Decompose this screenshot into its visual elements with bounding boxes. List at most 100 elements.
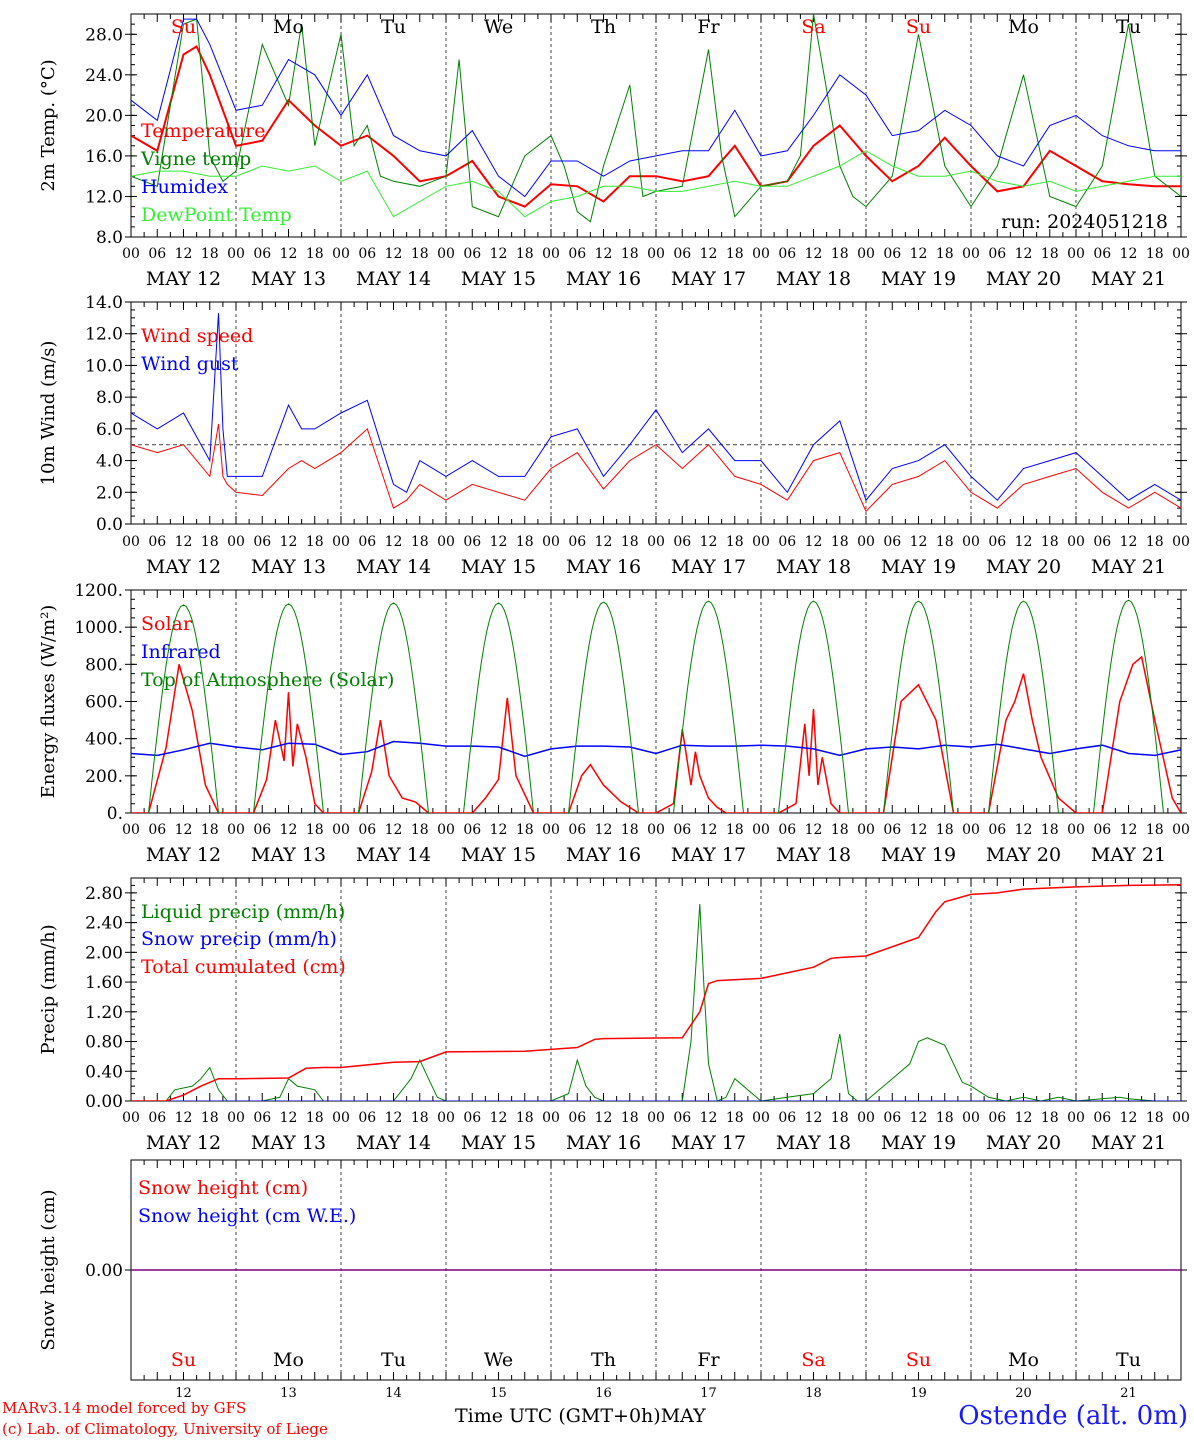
hour-tick-label: 12 <box>805 534 823 550</box>
hour-tick-label: 18 <box>201 1110 219 1126</box>
hour-tick-label: 12 <box>280 246 298 262</box>
weekday-label: Su <box>906 16 931 38</box>
hour-tick-label: 00 <box>962 534 980 550</box>
hour-tick-label: 12 <box>805 822 823 838</box>
date-label: MAY 14 <box>356 844 431 866</box>
hour-tick-label: 18 <box>1146 1110 1164 1126</box>
hour-tick-label: 18 <box>621 534 639 550</box>
hour-tick-label: 06 <box>253 1110 271 1126</box>
legend-entry: Snow height (cm W.E.) <box>138 1205 356 1227</box>
date-label: MAY 21 <box>1091 556 1166 578</box>
series-line <box>131 18 1181 198</box>
y-tick-label: 12.0 <box>85 187 123 207</box>
hour-tick-label: 00 <box>332 822 350 838</box>
hour-tick-label: 18 <box>306 1110 324 1126</box>
date-label: MAY 20 <box>986 1132 1061 1154</box>
date-label: MAY 18 <box>776 844 851 866</box>
hour-tick-label: 06 <box>148 822 166 838</box>
date-label: MAY 16 <box>566 556 641 578</box>
time-label: Time UTC (GMT+0h) <box>455 1405 661 1427</box>
hour-tick-label: 12 <box>1120 1110 1138 1126</box>
hour-tick-label: 12 <box>490 1110 508 1126</box>
hour-tick-label: 06 <box>253 246 271 262</box>
y-tick-label: 24.0 <box>85 66 123 86</box>
hour-tick-label: 12 <box>700 534 718 550</box>
hour-tick-label: 18 <box>831 1110 849 1126</box>
day-number-label: 17 <box>700 1386 717 1401</box>
hour-tick-label: 00 <box>962 822 980 838</box>
hour-tick-label: 18 <box>831 246 849 262</box>
y-tick-label: 6.0 <box>96 420 123 440</box>
hour-tick-label: 00 <box>647 822 665 838</box>
y-tick-label: 0.80 <box>85 1033 123 1053</box>
hour-tick-label: 12 <box>1120 534 1138 550</box>
hour-tick-label: 06 <box>1093 822 1111 838</box>
hour-tick-label: 18 <box>411 246 429 262</box>
legend-entry: Wind speed <box>141 325 253 347</box>
date-label: MAY 19 <box>881 556 956 578</box>
hour-tick-label: 00 <box>1067 246 1085 262</box>
hour-tick-label: 06 <box>673 1110 691 1126</box>
hour-tick-label: 18 <box>621 1110 639 1126</box>
date-label: MAY 15 <box>461 556 536 578</box>
weekday-label: Tu <box>1116 16 1141 38</box>
run-label: run: 2024051218 <box>1001 211 1168 233</box>
hour-tick-label: 18 <box>726 1110 744 1126</box>
hour-tick-label: 12 <box>595 822 613 838</box>
series-line <box>131 424 1181 513</box>
date-label: MAY 12 <box>146 268 221 290</box>
hour-tick-label: 18 <box>831 822 849 838</box>
date-label: MAY 18 <box>776 1132 851 1154</box>
y-tick-label: 400. <box>85 730 123 750</box>
date-label: MAY 13 <box>251 1132 326 1154</box>
date-label: MAY 15 <box>461 844 536 866</box>
hour-tick-label: 00 <box>437 1110 455 1126</box>
hour-tick-label: 18 <box>411 822 429 838</box>
y-tick-label: 800. <box>85 655 123 675</box>
hour-tick-label: 12 <box>175 534 193 550</box>
hour-tick-label: 12 <box>490 822 508 838</box>
y-tick-label: 28.0 <box>85 25 123 45</box>
hour-tick-label: 00 <box>752 534 770 550</box>
hour-tick-label: 12 <box>805 246 823 262</box>
hour-tick-label: 06 <box>463 534 481 550</box>
date-label: MAY 21 <box>1091 268 1166 290</box>
hour-tick-label: 00 <box>227 534 245 550</box>
y-tick-label: 2.80 <box>85 884 123 904</box>
y-tick-label: 0.00 <box>85 1261 123 1281</box>
hour-tick-label: 18 <box>621 246 639 262</box>
y-tick-label: 10.0 <box>85 356 123 376</box>
hour-tick-label: 06 <box>988 534 1006 550</box>
date-label: MAY 20 <box>986 844 1061 866</box>
date-label: MAY 17 <box>671 556 746 578</box>
y-tick-label: 1.20 <box>85 1003 123 1023</box>
legend-entry: Snow precip (mm/h) <box>141 928 337 950</box>
date-label: MAY 18 <box>776 268 851 290</box>
series-line <box>131 14 1181 223</box>
hour-tick-label: 12 <box>1015 822 1033 838</box>
date-label: MAY 19 <box>881 844 956 866</box>
hour-tick-label: 06 <box>778 246 796 262</box>
date-label: MAY 21 <box>1091 1132 1166 1154</box>
hour-tick-label: 06 <box>358 246 376 262</box>
hour-tick-label: 00 <box>647 534 665 550</box>
month-label: MAY <box>660 1405 706 1427</box>
date-label: MAY 19 <box>881 1132 956 1154</box>
date-label: MAY 13 <box>251 844 326 866</box>
date-label: MAY 12 <box>146 844 221 866</box>
hour-tick-label: 12 <box>385 534 403 550</box>
legend-entry: Infrared <box>141 641 221 663</box>
date-label: MAY 16 <box>566 844 641 866</box>
date-label: MAY 16 <box>566 268 641 290</box>
hour-tick-label: 18 <box>201 246 219 262</box>
hour-tick-label: 06 <box>463 1110 481 1126</box>
hour-tick-label: 18 <box>621 822 639 838</box>
hour-tick-label: 18 <box>306 246 324 262</box>
hour-tick-label: 00 <box>962 246 980 262</box>
date-label: MAY 14 <box>356 268 431 290</box>
hour-tick-label: 06 <box>883 246 901 262</box>
hour-tick-label: 00 <box>122 1110 140 1126</box>
series-line <box>131 903 1181 1101</box>
hour-tick-label: 12 <box>700 246 718 262</box>
legend-entry: Solar <box>141 613 193 635</box>
